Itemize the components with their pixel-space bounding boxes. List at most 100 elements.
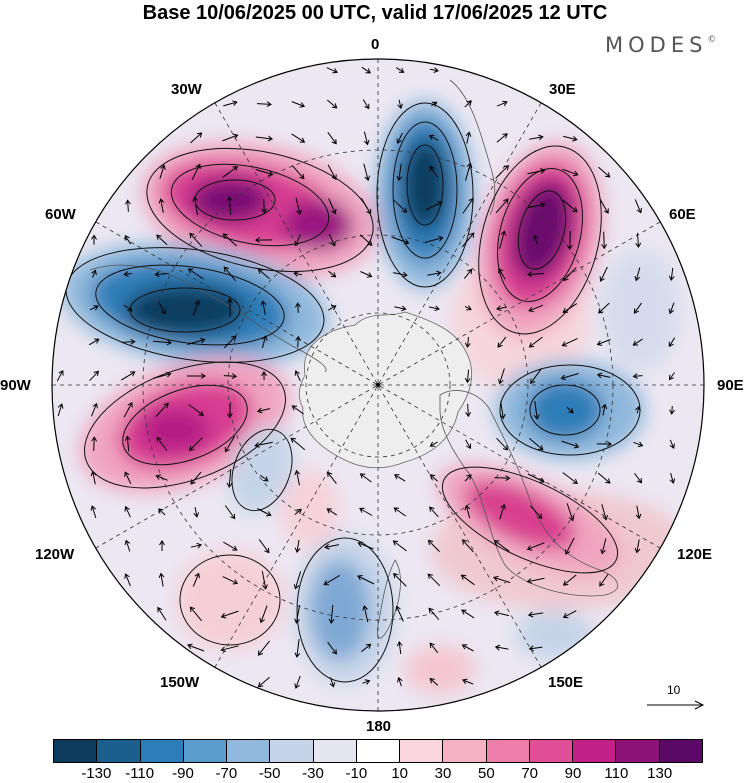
wind-vector-arrow [599, 198, 609, 214]
wind-vector-arrow [156, 234, 168, 246]
wind-vector-arrow [193, 507, 200, 518]
wind-vector-arrow [393, 199, 408, 213]
wind-vector-arrow [192, 299, 201, 316]
wind-vector-arrow [223, 100, 238, 107]
wind-vector-arrow [391, 236, 410, 245]
wind-vector-arrow [255, 135, 274, 142]
wind-vector-arrow [527, 473, 545, 483]
colorbar-tick-label: 50 [477, 765, 495, 782]
wind-vector-arrow [156, 436, 168, 451]
reference-arrow-icon [647, 700, 705, 710]
wind-vector-arrow [425, 235, 444, 243]
wind-vector-arrow [427, 573, 441, 587]
wind-vector-arrow [526, 542, 545, 551]
wind-vector-arrow [124, 573, 131, 587]
anomaly-neg-150e-light [515, 610, 595, 660]
wind-vector-arrow [597, 472, 611, 484]
wind-vector-arrow [327, 164, 337, 181]
wind-vector-arrow [529, 134, 544, 141]
wind-vector-arrow [562, 472, 578, 484]
australia-outline [439, 390, 618, 597]
wind-vector-arrow [294, 675, 301, 689]
wind-vector-arrow [360, 271, 373, 278]
wind-vector-arrow [256, 508, 272, 517]
wind-vector-arrow [256, 407, 271, 414]
wind-vector-arrow [428, 134, 439, 141]
wind-vector-arrow [428, 607, 440, 621]
wind-vector-arrow [598, 302, 610, 314]
wind-vector-arrow [429, 67, 440, 73]
colorbar-swatch [227, 740, 271, 762]
lon-label-120w: 120W [35, 546, 75, 563]
wind-vector-arrow [124, 505, 131, 518]
wind-vector-arrow [527, 271, 545, 278]
graticule [52, 59, 704, 711]
wind-vector-arrow [326, 67, 338, 74]
wind-vector-arrow [261, 571, 268, 590]
lon-label-150w: 150W [160, 674, 200, 691]
wind-vector-arrow [632, 338, 643, 346]
wind-vector-arrow [429, 165, 439, 178]
wind-vector-arrow [121, 371, 136, 381]
anomaly-pos-45w-core [190, 178, 270, 222]
anomaly-neg-130w-light [229, 426, 295, 514]
wind-vector-arrow [158, 301, 166, 315]
wind-vector-arrow [464, 100, 472, 108]
lon-label-0: 0 [371, 36, 380, 53]
wind-vector-arrow [495, 198, 509, 214]
wind-vector-arrow [396, 132, 403, 144]
wind-vector-arrow [223, 373, 238, 380]
wind-vector-arrow [323, 574, 340, 586]
wind-vector-arrow [498, 368, 505, 385]
wind-vector-arrow [427, 270, 442, 277]
wind-vector-arrow [91, 436, 98, 451]
wind-vector-arrow [427, 539, 440, 552]
wind-vector-arrow [361, 66, 371, 74]
anomaly-pos-160w-light [280, 470, 340, 550]
wind-vector-arrow [462, 197, 474, 214]
wind-vector-arrow [499, 401, 506, 420]
wind-vector-arrow [393, 572, 407, 587]
colorbar-swatch [270, 740, 314, 762]
wind-vector-arrow [188, 437, 203, 451]
wind-vector-arrow [189, 606, 202, 622]
wind-vector-arrow [257, 676, 270, 688]
wind-vector-arrow [494, 644, 509, 651]
wind-vector-arrow [396, 67, 405, 73]
wind-vector-arrow [152, 339, 172, 346]
wind-vector-arrow [192, 196, 199, 215]
wind-vector-arrow [222, 166, 239, 178]
wind-vector-arrow [294, 469, 301, 486]
wind-vector-arrow [124, 435, 131, 452]
wind-vector-arrow [633, 441, 644, 448]
map-title: Base 10/06/2025 00 UTC, valid 17/06/2025… [142, 2, 608, 24]
wind-vector-arrow [328, 305, 337, 311]
wind-vector-arrow [465, 403, 472, 418]
wind-vector-arrow [328, 233, 336, 247]
wind-vector-arrow [562, 199, 578, 213]
anomaly-neg-70e-light [600, 250, 680, 370]
wind-vector-arrow [561, 337, 578, 347]
lon-label-120e: 120E [677, 546, 713, 563]
wind-vector-arrow [526, 577, 545, 584]
lon-label-30e: 30E [549, 81, 576, 98]
wind-vector-arrow [460, 574, 475, 586]
wind-vector-arrow [527, 611, 544, 618]
wind-vector-arrow [668, 337, 676, 348]
anomaly-pos-140w-light [175, 550, 285, 650]
wind-vector-arrow [463, 268, 473, 279]
colorbar-tick-label: 130 [647, 765, 673, 782]
wind-vector-arrow [294, 539, 301, 554]
colorbar-swatch [573, 740, 617, 762]
colorbar-swatch [54, 740, 98, 762]
wind-vector-arrow [562, 574, 577, 586]
wind-vector-arrow [429, 677, 439, 686]
wind-vector-arrow [497, 336, 507, 348]
wind-vector-arrow [634, 199, 642, 214]
wind-vectors [56, 66, 676, 689]
wind-vector-arrow [329, 677, 336, 688]
modes-logo: MODES© [605, 33, 716, 57]
wind-vector-arrow [224, 436, 236, 453]
wind-vector-arrow [566, 406, 574, 414]
wind-vector-arrow [222, 133, 239, 142]
